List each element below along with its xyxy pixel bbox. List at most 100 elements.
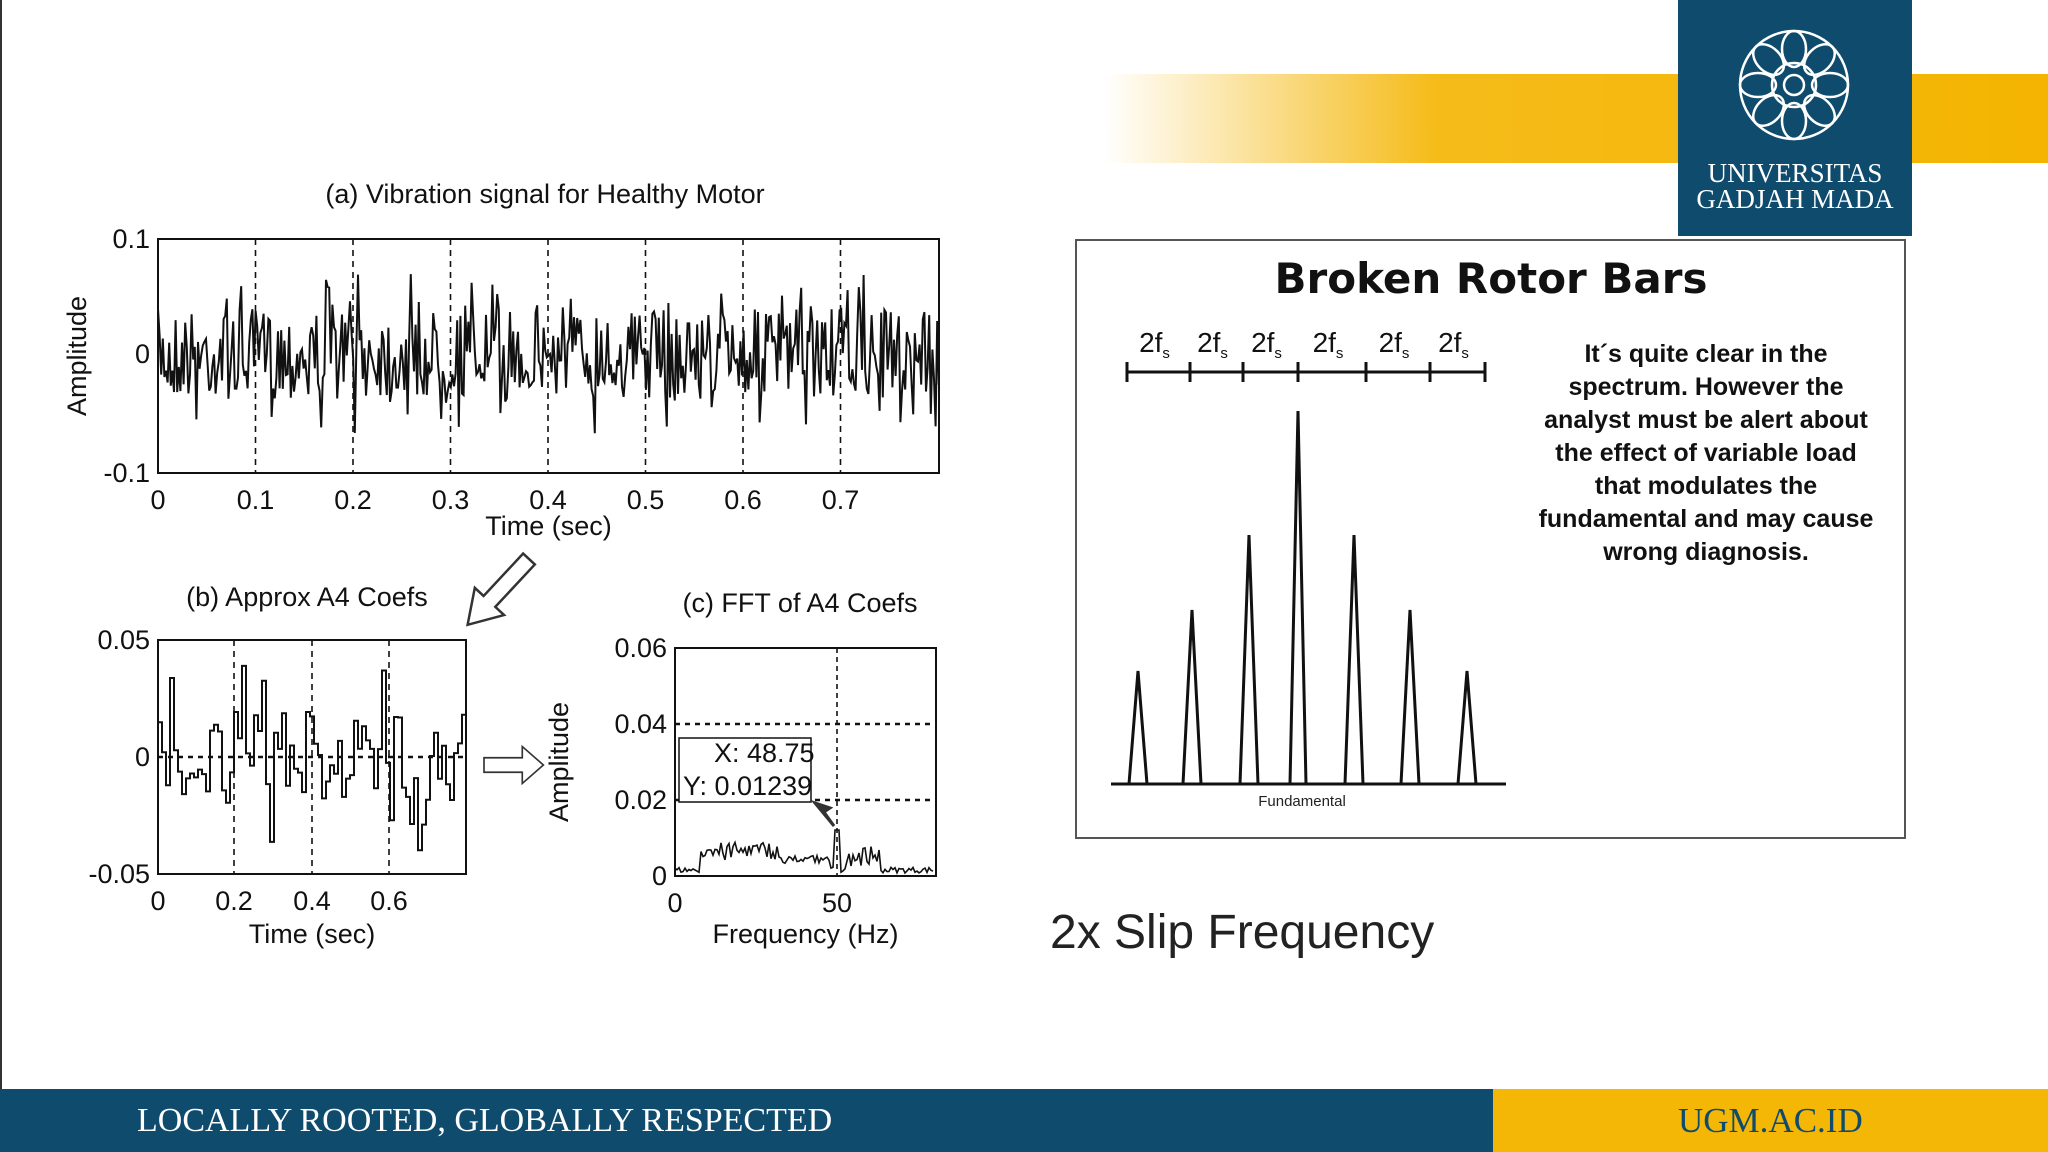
x-axis-label: Time (sec): [249, 919, 376, 949]
footer-right: [1493, 1089, 2048, 1152]
scale-label-main: 2f: [1251, 327, 1275, 358]
x-tick-label: 0: [667, 888, 682, 918]
y-tick-label: 0: [135, 742, 150, 772]
figure: (a) Vibration signal for Healthy Motor Ti…: [62, 179, 940, 541]
y-tick-label: 0.04: [614, 709, 667, 739]
emblem-ring: [1770, 61, 1818, 109]
arrow: [466, 551, 537, 627]
x-axis-label: Frequency (Hz): [712, 919, 898, 949]
scale-label: 2fs: [1197, 327, 1228, 362]
y-tick-label: 0.05: [97, 625, 150, 655]
scale-label: 2fs: [1379, 327, 1410, 362]
logo-text: GADJAH MADA: [1696, 184, 1894, 214]
panel-text-line: spectrum. However the: [1568, 373, 1843, 401]
spike: [1456, 670, 1478, 785]
scale-label-sub: s: [1274, 345, 1282, 362]
y-axis-label: Amplitude: [62, 296, 92, 416]
figure-title: (b) Approx A4 Coefs: [186, 582, 428, 612]
scale-label-main: 2f: [1438, 327, 1462, 358]
y-tick-label: -0.1: [103, 458, 150, 488]
scale-label-sub: s: [1162, 345, 1170, 362]
emblem-petal: [1780, 29, 1808, 69]
emblem-petal: [1802, 93, 1837, 128]
spike: [1238, 534, 1260, 785]
x-tick-label: 0.3: [432, 485, 470, 515]
figure: (c) FFT of A4 Coefs Frequency (Hz) Amplitu…: [544, 588, 937, 949]
scale-label-main: 2f: [1139, 327, 1163, 358]
x-tick-label: 0.1: [237, 485, 275, 515]
scale-label-main: 2f: [1379, 327, 1403, 358]
x-tick-label: 0: [150, 485, 165, 515]
scale-label: 2fs: [1438, 327, 1469, 362]
y-tick-label: 0.06: [614, 633, 667, 663]
signal-trace: [157, 664, 467, 852]
datatip-text: X: 48.75: [714, 738, 815, 768]
panel-text-line: the effect of variable load: [1555, 439, 1856, 467]
y-tick-label: -0.05: [88, 859, 150, 889]
spike: [1127, 670, 1149, 785]
emblem-petal: [1751, 93, 1786, 128]
scale-label-main: 2f: [1313, 327, 1337, 358]
x-tick-label: 0.5: [627, 485, 665, 515]
panel: [1075, 239, 1906, 839]
datatip-pointer: [810, 799, 836, 827]
rotor-diagram: Fundamental 2fs 2fs 2fs 2fs 2fs 2fs: [1111, 327, 1506, 810]
x-tick-label: 0.2: [215, 886, 253, 916]
emblem-petal: [1738, 71, 1778, 99]
signal-trace: [157, 274, 940, 434]
datatip: X: 48.75Y: 0.01239: [678, 737, 836, 827]
spike: [1343, 534, 1365, 785]
y-tick-label: 0: [135, 339, 150, 369]
y-tick-label: 0: [652, 861, 667, 891]
x-axis-label: Time (sec): [485, 511, 612, 541]
scale-label-sub: s: [1461, 345, 1469, 362]
panel-text-line: wrong diagnosis.: [1602, 538, 1809, 566]
caption: 2x Slip Frequency: [1050, 906, 1434, 959]
footer-left: [0, 1089, 1493, 1152]
logo-text: UNIVERSITAS: [1708, 158, 1883, 188]
x-tick-label: 0.2: [334, 485, 372, 515]
flow-arrows: [466, 551, 545, 786]
datatip-box: [678, 737, 812, 803]
scale-label-sub: s: [1336, 345, 1344, 362]
footer-url: UGM.AC.ID: [1678, 1101, 1863, 1140]
spike: [1399, 609, 1421, 785]
panel-text-line: analyst must be alert about: [1544, 406, 1868, 434]
scale-label: 2fs: [1313, 327, 1344, 362]
panel-text-line: It´s quite clear in the: [1584, 340, 1827, 368]
emblem-petal: [1780, 101, 1808, 141]
datatip-text: Y: 0.01239: [683, 771, 812, 801]
spike: [1181, 609, 1203, 785]
figure-title: (c) FFT of A4 Coefs: [682, 588, 917, 618]
emblem-ring: [1782, 73, 1806, 97]
emblem-petal: [1802, 42, 1837, 77]
baseline-label: Fundamental: [1258, 793, 1346, 810]
figures: (a) Vibration signal for Healthy Motor Ti…: [62, 179, 940, 949]
x-tick-label: 0.4: [529, 485, 567, 515]
x-tick-label: 0: [150, 886, 165, 916]
scale-label-sub: s: [1402, 345, 1410, 362]
scale-label: 2fs: [1251, 327, 1282, 362]
left-edge: [0, 0, 2, 1089]
x-tick-label: 0.4: [293, 886, 331, 916]
logo-emblem: [1738, 29, 1850, 141]
x-tick-label: 50: [822, 888, 852, 918]
panel-text: It´s quite clear in the spectrum. However…: [1539, 340, 1874, 566]
figure-title: (a) Vibration signal for Healthy Motor: [325, 179, 764, 209]
x-tick-label: 0.6: [370, 886, 408, 916]
panel-text-line: that modulates the: [1595, 472, 1817, 500]
plot-frame: [157, 238, 940, 474]
scale-label-sub: s: [1220, 345, 1228, 362]
x-tick-label: 0.7: [822, 485, 860, 515]
logo-box: [1678, 0, 1912, 236]
signal-trace: [674, 829, 934, 875]
arrow: [483, 744, 545, 786]
emblem-petal: [1751, 42, 1786, 77]
panel-text-line: fundamental and may cause: [1539, 505, 1874, 533]
plot-frame: [157, 639, 467, 875]
y-tick-label: 0.02: [614, 785, 667, 815]
footer-motto: LOCALLY ROOTED, GLOBALLY RESPECTED: [137, 1102, 832, 1139]
scale-label: 2fs: [1139, 327, 1170, 362]
